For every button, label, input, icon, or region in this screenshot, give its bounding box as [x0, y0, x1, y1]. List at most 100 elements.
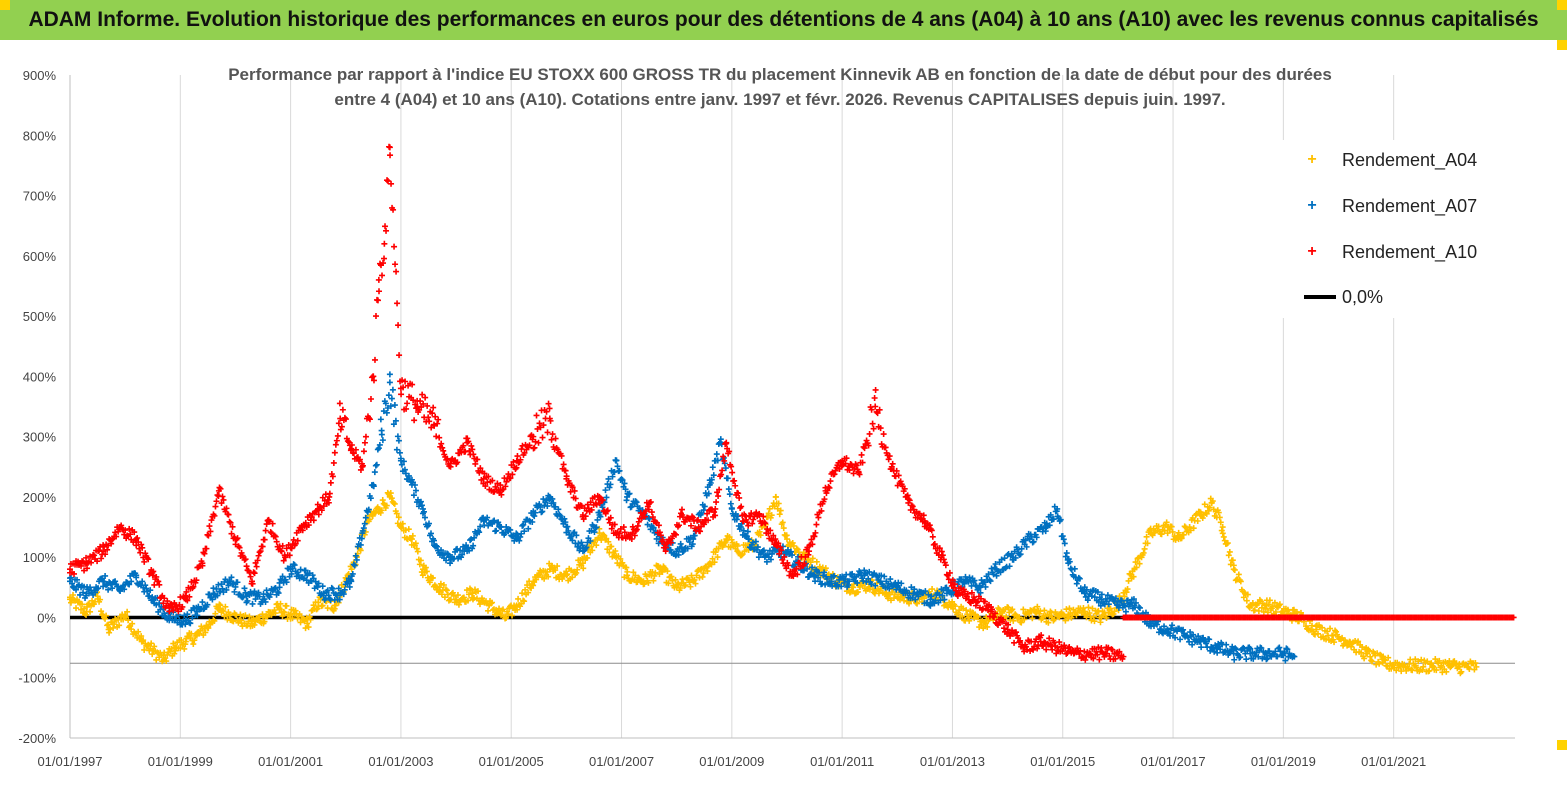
data-point: [682, 582, 689, 589]
data-point: [564, 571, 571, 578]
data-point: [432, 583, 439, 590]
data-point: [309, 572, 316, 579]
data-point: [190, 641, 197, 648]
data-point: [514, 453, 521, 460]
data-point: [330, 459, 337, 466]
data-point: [1216, 514, 1223, 521]
data-point: [709, 464, 716, 471]
data-point: [1366, 647, 1373, 654]
data-point: [389, 386, 396, 393]
data-point: [560, 461, 567, 468]
data-point: [789, 539, 796, 546]
data-point: [332, 602, 339, 609]
data-point: [1063, 606, 1070, 613]
data-point: [391, 500, 398, 507]
data-point: [545, 573, 552, 580]
data-point: [126, 525, 133, 532]
data-point: [1258, 604, 1265, 611]
data-point: [1124, 586, 1131, 593]
data-point: [189, 614, 196, 621]
data-point: [332, 441, 339, 448]
legend-label-zero: 0,0%: [1342, 286, 1384, 307]
data-point: [392, 261, 399, 268]
data-point: [251, 570, 258, 577]
data-point: [211, 617, 218, 624]
data-point: [470, 451, 477, 458]
data-point: [1388, 665, 1395, 672]
data-point: [423, 568, 430, 575]
data-point: [1136, 560, 1143, 567]
data-point: [237, 611, 244, 618]
data-point: [331, 605, 338, 612]
data-point: [1073, 580, 1080, 587]
data-point: [240, 593, 247, 600]
y-tick-label: 700%: [23, 189, 57, 204]
data-point: [888, 589, 895, 596]
corner-mark-right-upper: [1557, 40, 1567, 50]
data-point: [869, 420, 876, 427]
chart-title: Performance par rapport à l'indice EU ST…: [110, 62, 1450, 112]
y-tick-label: 300%: [23, 430, 57, 445]
data-point: [213, 585, 220, 592]
data-point: [191, 637, 198, 644]
data-point: [402, 527, 409, 534]
data-point: [526, 578, 533, 585]
legend-marker-a10: +: [1307, 243, 1317, 260]
data-point: [312, 599, 319, 606]
data-point: [729, 469, 736, 476]
data-point: [774, 505, 781, 512]
data-point: [1091, 618, 1098, 625]
data-point: [535, 572, 542, 579]
data-point: [708, 561, 715, 568]
data-point: [1376, 660, 1383, 667]
data-point: [1085, 604, 1092, 611]
data-point: [220, 608, 227, 615]
data-point: [593, 542, 600, 549]
data-point: [975, 614, 982, 621]
data-point: [267, 591, 274, 598]
data-point: [1264, 609, 1271, 616]
data-point: [608, 543, 615, 550]
data-point: [1324, 628, 1331, 635]
data-point: [1125, 577, 1132, 584]
data-point: [514, 606, 521, 613]
data-point: [1428, 660, 1435, 667]
data-point: [387, 152, 394, 159]
data-point: [210, 616, 217, 623]
data-point: [1206, 504, 1213, 511]
data-point: [723, 440, 730, 447]
data-point: [715, 545, 722, 552]
data-point: [1319, 624, 1326, 631]
data-point: [396, 449, 403, 456]
data-point: [196, 630, 203, 637]
data-point: [412, 540, 419, 547]
data-point: [1266, 597, 1273, 604]
data-point: [1226, 548, 1233, 555]
data-point: [369, 373, 376, 380]
data-point: [1220, 533, 1227, 540]
data-point: [1031, 606, 1038, 613]
data-point: [1163, 519, 1170, 526]
data-point: [256, 549, 263, 556]
data-point: [563, 568, 570, 575]
data-point: [149, 651, 156, 658]
data-point: [765, 510, 772, 517]
data-point: [1190, 525, 1197, 532]
data-point: [398, 391, 405, 398]
data-point: [1169, 528, 1176, 535]
data-point: [442, 586, 449, 593]
x-tick-label: 01/01/2015: [1030, 754, 1095, 769]
data-point: [426, 418, 433, 425]
data-point: [887, 597, 894, 604]
data-point: [95, 585, 102, 592]
data-point: [1230, 562, 1237, 569]
data-point: [244, 597, 251, 604]
data-point: [181, 645, 188, 652]
data-point: [379, 437, 386, 444]
data-point: [815, 514, 822, 521]
data-point: [377, 416, 384, 423]
data-point: [438, 440, 445, 447]
data-point: [202, 629, 209, 636]
data-point: [1453, 660, 1460, 667]
chart-title-line2: entre 4 (A04) et 10 ans (A10). Cotations…: [334, 90, 1226, 109]
